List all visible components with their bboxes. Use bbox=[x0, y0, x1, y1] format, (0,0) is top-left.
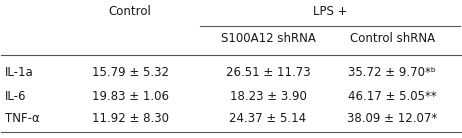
Text: IL-6: IL-6 bbox=[5, 90, 26, 103]
Text: 46.17 ± 5.05**: 46.17 ± 5.05** bbox=[347, 90, 437, 103]
Text: Control: Control bbox=[109, 6, 152, 18]
Text: 35.72 ± 9.70*ᵇ: 35.72 ± 9.70*ᵇ bbox=[348, 67, 436, 79]
Text: S100A12 shRNA: S100A12 shRNA bbox=[220, 33, 316, 46]
Text: TNF-α: TNF-α bbox=[5, 112, 40, 124]
Text: 38.09 ± 12.07*: 38.09 ± 12.07* bbox=[347, 112, 437, 124]
Text: 18.23 ± 3.90: 18.23 ± 3.90 bbox=[230, 90, 306, 103]
Text: 19.83 ± 1.06: 19.83 ± 1.06 bbox=[91, 90, 169, 103]
Text: 15.79 ± 5.32: 15.79 ± 5.32 bbox=[91, 67, 169, 79]
Text: 24.37 ± 5.14: 24.37 ± 5.14 bbox=[230, 112, 307, 124]
Text: LPS +: LPS + bbox=[313, 6, 347, 18]
Text: 26.51 ± 11.73: 26.51 ± 11.73 bbox=[226, 67, 310, 79]
Text: IL-1a: IL-1a bbox=[5, 67, 34, 79]
Text: 11.92 ± 8.30: 11.92 ± 8.30 bbox=[91, 112, 169, 124]
Text: Control shRNA: Control shRNA bbox=[351, 33, 436, 46]
